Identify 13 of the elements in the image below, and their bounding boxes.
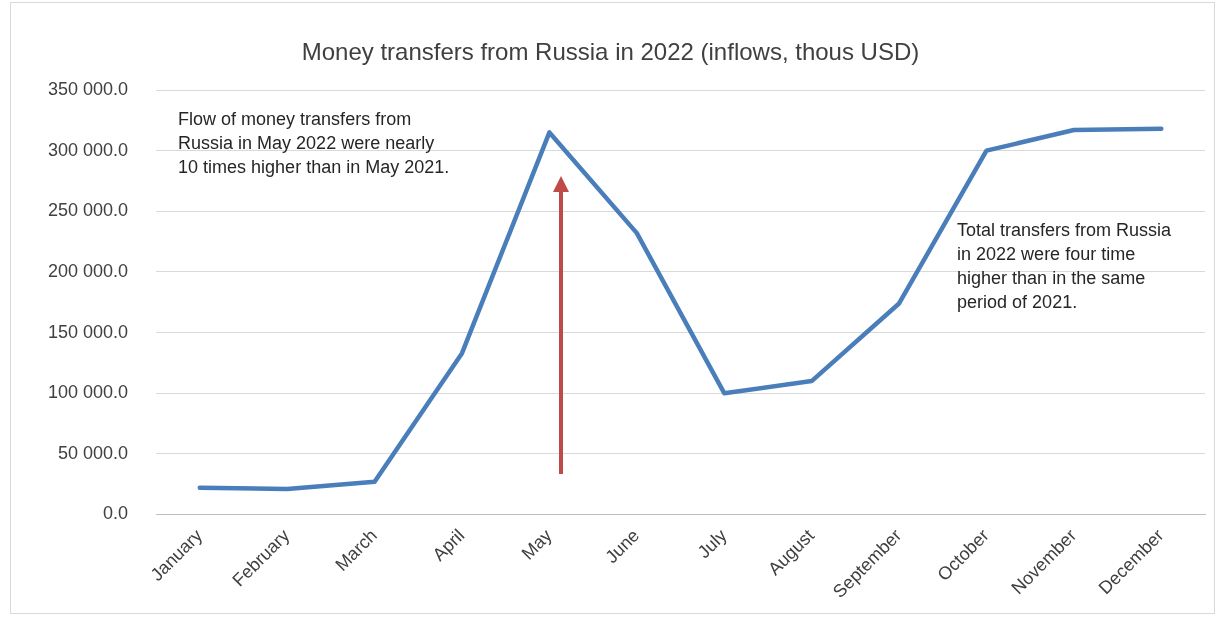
y-tick-label: 0.0 <box>103 503 129 524</box>
y-tick-label: 50 000.0 <box>58 442 129 463</box>
annotation: Flow of money transfers from Russia in May 2022 were nearly 10 times higher than in May 2021. <box>178 108 451 179</box>
y-tick-label: 150 000.0 <box>48 321 129 342</box>
y-tick-label: 200 000.0 <box>48 260 129 281</box>
y-tick-label: 250 000.0 <box>48 200 129 221</box>
y-tick-label: 100 000.0 <box>48 382 129 403</box>
x-tick-label: May <box>517 525 556 564</box>
x-tick-label: July <box>693 525 731 563</box>
annotation: Total transfers from Russia in 2022 were four time higher than in the same period of 2021. <box>957 219 1173 314</box>
y-tick-label: 350 000.0 <box>48 78 129 99</box>
chart-title: Money transfers from Russia in 2022 (inflows, thous USD) <box>300 38 921 66</box>
y-tick-label: 300 000.0 <box>48 139 129 160</box>
